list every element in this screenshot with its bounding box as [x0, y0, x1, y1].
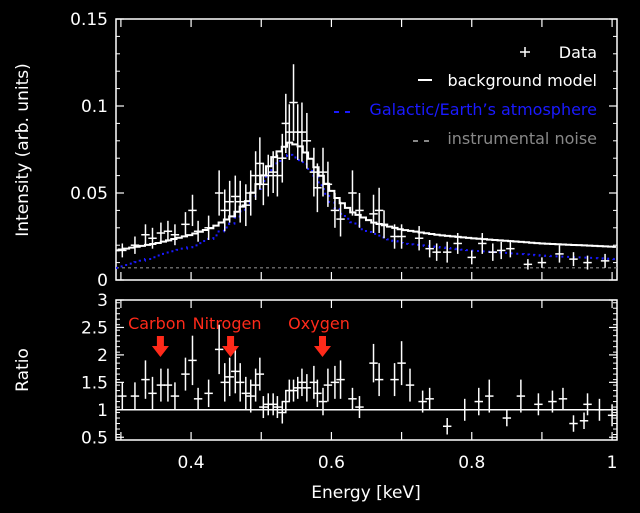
bottom-ytick-label: 1.5	[81, 373, 108, 393]
top-ytick-label: 0.15	[70, 10, 108, 30]
xtick-label: 0.4	[178, 453, 205, 473]
bottom-ytick-label: 0.5	[81, 428, 108, 448]
top-ylabel: Intensity (arb. units)	[13, 63, 33, 236]
legend-label: Data	[559, 43, 597, 62]
down-arrow-icon	[222, 336, 240, 357]
bottom-ytick-label: 2	[97, 346, 108, 366]
bottom-frame	[115, 299, 618, 441]
down-arrow-icon	[313, 336, 331, 357]
top-ytick-label: 0	[97, 271, 108, 291]
legend-label: Galactic/Earth’s atmosphere	[369, 100, 597, 119]
legend-label: background model	[447, 71, 597, 90]
top-ytick-label: 0.1	[81, 97, 108, 117]
bottom-ytick-label: 2.5	[81, 318, 108, 338]
annotation-oxygen: Oxygen	[288, 314, 350, 333]
legend-marker-data	[520, 47, 530, 57]
xtick-label: 0.8	[458, 453, 485, 473]
xtick-label: 1	[607, 453, 618, 473]
bottom-ylabel: Ratio	[13, 348, 33, 392]
bottom-panel: 0.5 1 1.5 2 2.5 3 0.4 0.6 0.8 1 Carbon Nitrogen Oxyg…	[81, 291, 618, 473]
xtick-label: 0.6	[318, 453, 345, 473]
annotation-carbon: Carbon	[128, 314, 186, 333]
top-ytick-label: 0.05	[70, 184, 108, 204]
bottom-ytick-label: 3	[97, 291, 108, 311]
top-frame	[115, 18, 618, 281]
xlabel: Energy [keV]	[311, 483, 421, 503]
annotation-nitrogen: Nitrogen	[193, 314, 262, 333]
down-arrow-icon	[151, 336, 169, 357]
legend-label: instrumental noise	[447, 129, 597, 148]
galactic-model-line	[116, 153, 616, 269]
top-panel: 0 0.05 0.1 0.15 Data background model Galactic…	[70, 10, 618, 291]
bottom-ytick-label: 1	[97, 401, 108, 421]
